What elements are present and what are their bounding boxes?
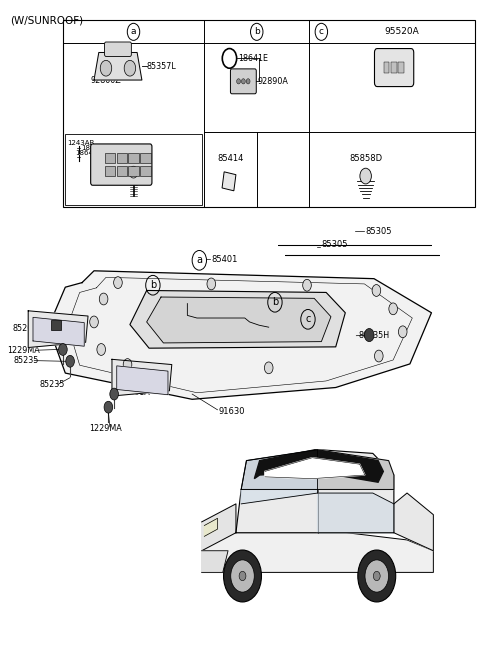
Circle shape [99,293,108,305]
Polygon shape [117,366,168,395]
FancyBboxPatch shape [230,69,256,94]
Bar [129,153,139,164]
Text: a: a [131,28,136,36]
Text: 18643K: 18643K [75,150,102,156]
Circle shape [97,344,106,355]
Circle shape [364,328,374,342]
Polygon shape [241,450,318,504]
Polygon shape [254,450,384,482]
FancyBboxPatch shape [91,144,152,185]
Circle shape [360,168,372,184]
Bar [391,62,396,73]
Bar [51,320,60,330]
Polygon shape [202,551,228,572]
Polygon shape [318,493,394,533]
Text: 85235: 85235 [13,356,39,365]
Text: 18641E: 18641E [238,54,268,63]
Text: b: b [272,297,278,307]
Text: 91630: 91630 [218,407,245,417]
Bar [141,153,151,164]
Polygon shape [48,271,432,399]
Circle shape [124,60,136,76]
Circle shape [207,278,216,290]
Text: b: b [150,281,156,290]
Circle shape [237,79,240,84]
Polygon shape [265,458,365,479]
Text: 85235: 85235 [40,380,65,389]
Bar [222,172,236,191]
Circle shape [110,388,119,400]
Circle shape [59,344,67,355]
Polygon shape [241,450,394,489]
Text: b: b [254,28,260,36]
Text: 1229MA: 1229MA [7,346,40,355]
Bar [398,62,404,73]
Text: 85414: 85414 [217,154,244,163]
Circle shape [264,362,273,374]
Bar [141,166,151,176]
Circle shape [358,550,396,602]
FancyBboxPatch shape [374,49,414,87]
Circle shape [241,79,245,84]
Polygon shape [28,311,88,348]
Circle shape [231,560,254,592]
Text: 85305: 85305 [322,240,348,249]
Bar [117,153,127,164]
Text: 85201A: 85201A [120,388,150,397]
Circle shape [365,560,388,592]
Circle shape [239,572,246,581]
Text: 18643K: 18643K [81,145,108,151]
Polygon shape [94,53,142,80]
Text: a: a [196,256,202,265]
Text: 85202A: 85202A [12,324,44,333]
Text: 1243BE: 1243BE [118,154,150,163]
Bar [384,62,389,73]
Text: 85401: 85401 [211,254,238,263]
Circle shape [123,359,132,371]
Circle shape [303,279,312,291]
Bar [65,134,202,205]
Text: c: c [305,314,311,325]
Text: 95520A: 95520A [384,28,419,36]
Bar [105,153,115,164]
Text: 86935H: 86935H [358,331,389,340]
Text: 92890A: 92890A [258,77,288,86]
Polygon shape [33,317,84,346]
Polygon shape [202,533,433,572]
Circle shape [129,166,138,178]
Circle shape [104,401,113,413]
Circle shape [66,355,74,367]
Circle shape [389,303,397,315]
Circle shape [224,550,262,602]
Bar [105,166,115,176]
Polygon shape [204,518,217,536]
Text: 85357L: 85357L [147,62,177,71]
Circle shape [398,326,407,338]
Bar [63,20,475,207]
Polygon shape [147,297,331,343]
Circle shape [373,572,380,581]
Text: (W/SUNROOF): (W/SUNROOF) [10,15,84,25]
Text: c: c [319,28,324,36]
Polygon shape [202,504,236,551]
Text: 85305: 85305 [365,227,392,236]
Circle shape [372,284,381,296]
Circle shape [246,79,250,84]
Polygon shape [130,290,345,348]
Polygon shape [236,450,394,533]
Bar [129,166,139,176]
Text: 1243AB: 1243AB [67,141,94,147]
Polygon shape [394,493,433,551]
Bar [117,166,127,176]
Text: 1229MA: 1229MA [89,424,122,433]
Text: 85858D: 85858D [349,154,382,163]
Circle shape [374,350,383,362]
Polygon shape [112,359,172,396]
Circle shape [100,60,112,76]
FancyBboxPatch shape [105,42,132,57]
Circle shape [90,316,98,328]
Text: 92800Z: 92800Z [91,76,121,85]
Circle shape [114,277,122,288]
